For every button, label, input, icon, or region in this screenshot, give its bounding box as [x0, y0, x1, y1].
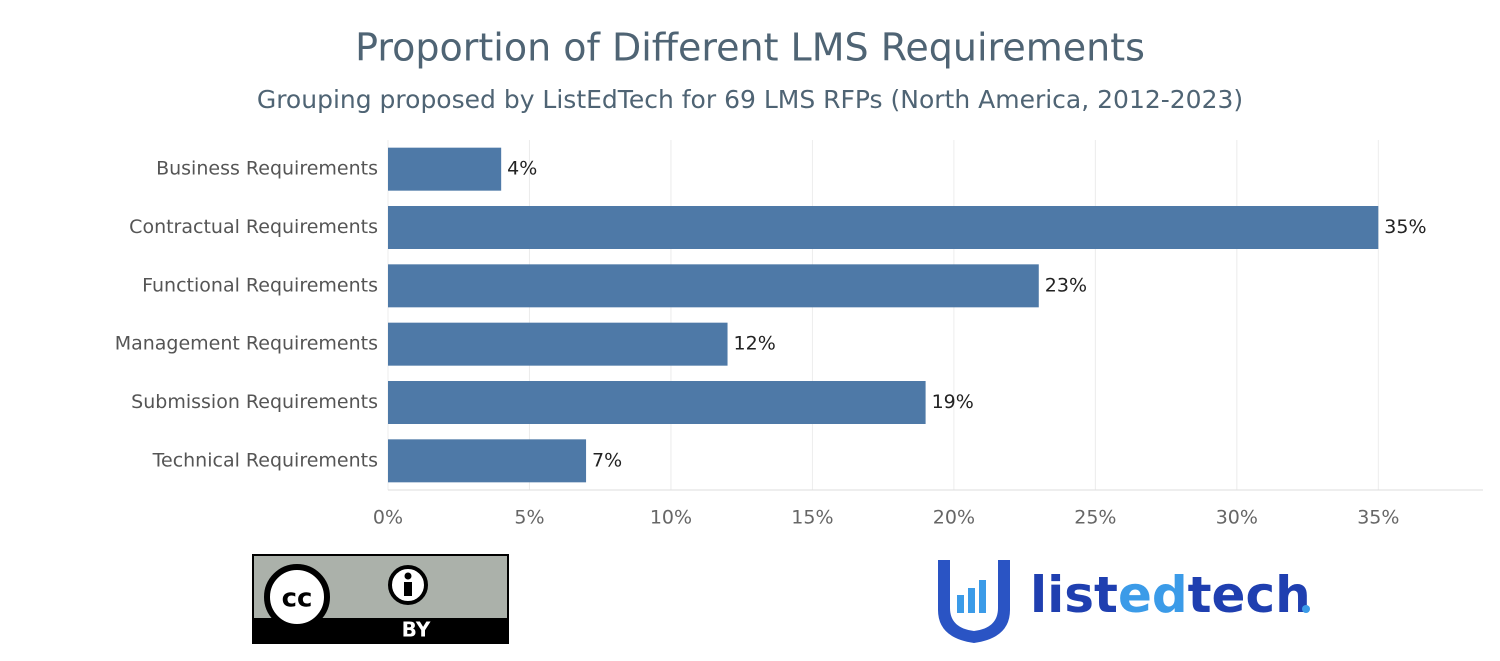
by-text: BY: [402, 618, 431, 642]
y-tick-label: Functional Requirements: [142, 274, 378, 296]
y-tick-label: Business Requirements: [156, 158, 378, 180]
bar: [388, 439, 587, 483]
x-tick-label: 5%: [514, 507, 544, 529]
bar: [388, 381, 926, 424]
logo-bar: [968, 588, 975, 613]
data-label: 23%: [1045, 274, 1087, 296]
data-label: 7%: [592, 449, 622, 471]
bar: [388, 147, 502, 191]
x-tick-label: 20%: [933, 507, 975, 529]
brand-dot: [1302, 605, 1310, 613]
brand-part: tech: [1188, 566, 1311, 624]
plot-area: 0% 5% 10% 15% 20% 25% 30% 35% Business Requireme…: [115, 140, 1483, 529]
brand-part: list: [1030, 566, 1118, 624]
data-label: 19%: [932, 391, 974, 413]
chart-subtitle: Grouping proposed by ListEdTech for 69 L…: [257, 85, 1243, 114]
bar: [388, 206, 1379, 249]
x-tick-label: 0%: [373, 507, 403, 529]
cc-text: cc: [282, 584, 313, 614]
data-label: 12%: [734, 333, 776, 355]
logo-shield: [938, 560, 1010, 643]
data-label: 35%: [1384, 216, 1426, 238]
y-tick-label: Submission Requirements: [131, 391, 378, 413]
x-tick-label: 10%: [650, 507, 692, 529]
logo-bar: [979, 580, 986, 613]
by-icon-head: [404, 572, 412, 580]
y-tick-label: Contractual Requirements: [129, 216, 378, 238]
bar: [388, 322, 728, 366]
cc-circle: [264, 564, 330, 630]
x-tick-label: 25%: [1074, 507, 1116, 529]
y-tick-label: Technical Requirements: [152, 449, 378, 471]
x-tick-label: 30%: [1216, 507, 1258, 529]
bar: [388, 264, 1039, 308]
brand-logo: listedtech: [938, 560, 1311, 643]
data-label: 4%: [507, 158, 537, 180]
logo-bar: [957, 595, 964, 613]
license-badge: cc BY: [252, 554, 509, 644]
chart-title: Proportion of Different LMS Requirements: [355, 26, 1145, 70]
y-tick-label: Management Requirements: [115, 333, 378, 355]
by-icon-body: [404, 582, 412, 596]
x-tick-label: 35%: [1357, 507, 1399, 529]
x-tick-label: 15%: [791, 507, 833, 529]
brand-text: listedtech: [1030, 566, 1311, 624]
brand-part: ed: [1118, 566, 1188, 624]
